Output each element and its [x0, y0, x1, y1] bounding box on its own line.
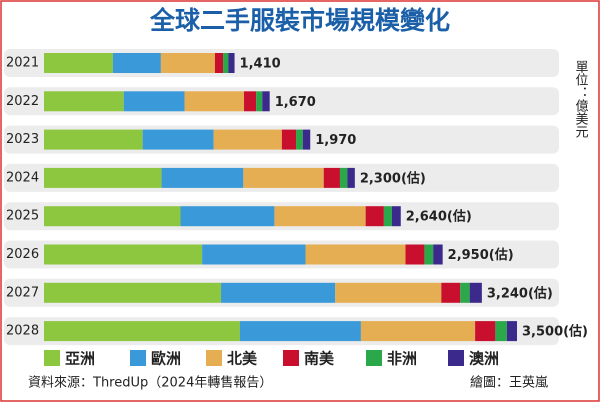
bar-segment [441, 282, 461, 303]
bar-segment [460, 282, 470, 303]
legend-swatch [448, 350, 464, 366]
y-tick-label: 2028 [6, 324, 39, 339]
bar-segment [44, 321, 240, 342]
y-tick-label: 2025 [6, 209, 39, 224]
bar-segment [506, 321, 517, 342]
bar-segment [180, 206, 275, 227]
legend-swatch [130, 350, 146, 366]
legend-label: 非洲 [387, 350, 417, 368]
total-label: 1,970 [315, 133, 356, 148]
legend-label: 歐洲 [151, 350, 181, 368]
chart-title: 全球二手服裝市場規模變化 [149, 6, 450, 35]
bar-segment [335, 282, 442, 303]
y-tick-label: 2021 [6, 56, 39, 71]
source: 資料來源：ThredUp（2024年轉售報告） [28, 375, 272, 391]
bar-segment [44, 206, 181, 227]
bar-segment [305, 244, 406, 265]
bar-segment [184, 91, 245, 112]
legend-swatch [206, 350, 222, 366]
total-label: 3,240(估) [487, 285, 553, 301]
bar-segment [302, 129, 311, 150]
y-tick-label: 2027 [6, 285, 39, 300]
bar-segment [339, 167, 348, 188]
total-label: 1,410 [240, 57, 281, 72]
unit-label: 單位：億美元 [573, 60, 589, 139]
bar-segment [243, 167, 324, 188]
bar-segment [44, 167, 162, 188]
legend-swatch [283, 350, 299, 366]
total-label: 2,950(估) [448, 247, 514, 263]
bar-segment [347, 167, 355, 188]
bar-segment [365, 206, 384, 227]
total-label: 2,300(估) [360, 170, 426, 186]
bar-segment [202, 244, 306, 265]
bar-segment [391, 206, 401, 227]
bar-segment [44, 53, 113, 73]
bar-segment [44, 244, 203, 265]
bar-segment [469, 282, 482, 303]
bar-segment [142, 129, 214, 150]
bar-segment [495, 321, 507, 342]
total-label: 1,670 [275, 95, 316, 110]
bar-segment [433, 244, 443, 265]
legend-label: 亞洲 [65, 350, 95, 368]
bar-segment [262, 91, 270, 112]
bar-segment [274, 206, 366, 227]
bar-segment [213, 129, 282, 150]
bar-segment [161, 167, 244, 188]
total-label: 3,500(估) [522, 324, 588, 340]
bar-segment [281, 129, 297, 150]
bar-segment [360, 321, 476, 342]
legend-swatch [44, 350, 60, 366]
bar-segment [239, 321, 361, 342]
bar-segment [44, 282, 222, 303]
bar-segment [475, 321, 496, 342]
bar-segment [405, 244, 425, 265]
bar-segment [244, 91, 257, 112]
bar-segment [383, 206, 392, 227]
y-tick-label: 2022 [6, 94, 39, 109]
bar-segment [221, 282, 336, 303]
y-tick-label: 2026 [6, 247, 39, 262]
bar-segment [228, 53, 235, 73]
bar-segment [123, 91, 185, 112]
bar-segment [112, 53, 161, 73]
legend-label: 南美 [304, 350, 335, 368]
bar-segment [44, 129, 143, 150]
bar-segment [214, 53, 224, 73]
y-tick-label: 2023 [6, 132, 39, 147]
bar-segment [256, 91, 263, 112]
bar-segment [223, 53, 229, 73]
bar-segment [44, 91, 124, 112]
bar-segment [296, 129, 303, 150]
legend-label: 澳洲 [469, 350, 499, 368]
credit: 繪圖：王英嵐 [470, 375, 548, 391]
bar-segment [424, 244, 434, 265]
bar-segment [323, 167, 340, 188]
total-label: 2,640(估) [406, 209, 472, 225]
legend-label: 北美 [227, 350, 258, 368]
y-tick-label: 2024 [6, 170, 39, 185]
legend-swatch [366, 350, 382, 366]
bar-segment [160, 53, 215, 73]
